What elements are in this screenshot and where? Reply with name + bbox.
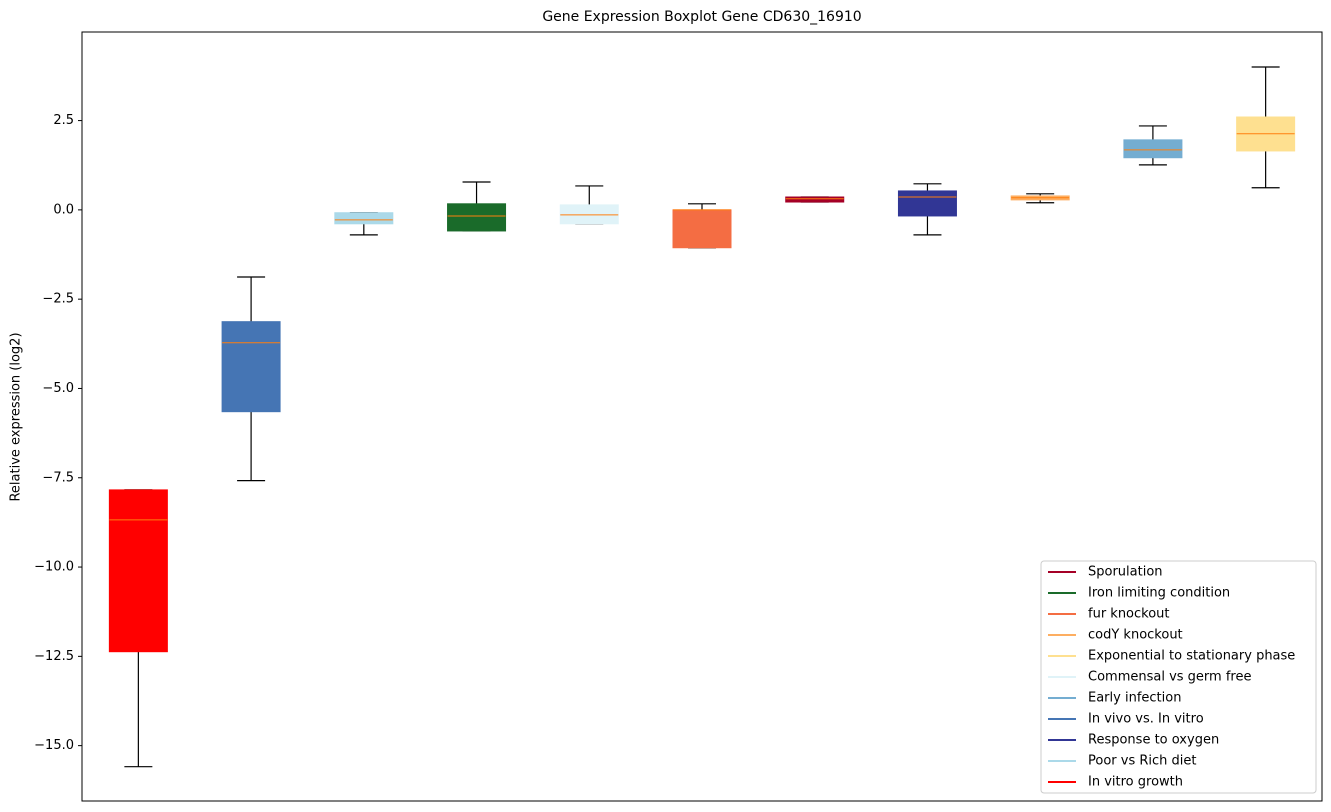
y-tick-label: 0.0: [53, 202, 74, 217]
y-tick-label: −12.5: [34, 649, 74, 664]
y-tick-label: −7.5: [42, 470, 74, 485]
legend-label: Commensal vs germ free: [1088, 670, 1251, 685]
legend-label: Exponential to stationary phase: [1088, 649, 1295, 664]
legend-label: Response to oxygen: [1088, 733, 1219, 748]
box: [447, 203, 507, 232]
y-tick-label: −15.0: [34, 738, 74, 753]
legend-label: Iron limiting condition: [1088, 586, 1230, 601]
y-axis-label: Relative expression (log2): [9, 332, 24, 501]
legend-label: Poor vs Rich diet: [1088, 754, 1196, 769]
box: [897, 190, 957, 217]
y-tick-label: 2.5: [53, 113, 74, 128]
y-tick-label: −10.0: [34, 560, 74, 575]
y-tick-label: −5.0: [42, 381, 74, 396]
box: [672, 209, 732, 249]
y-tick-label: −2.5: [42, 292, 74, 307]
box: [108, 489, 168, 653]
legend-label: In vitro growth: [1088, 775, 1183, 790]
legend-frame: [1040, 560, 1317, 794]
box: [221, 321, 281, 413]
legend-label: codY knockout: [1088, 628, 1183, 643]
legend-label: Early infection: [1088, 691, 1181, 706]
box: [334, 212, 394, 225]
chart-title: Gene Expression Boxplot Gene CD630_16910: [542, 9, 861, 25]
legend-label: In vivo vs. In vitro: [1088, 712, 1204, 727]
legend-label: Sporulation: [1088, 565, 1163, 580]
plot-frame: [81, 31, 1323, 802]
box: [1123, 139, 1183, 159]
legend-label: fur knockout: [1088, 607, 1170, 622]
box: [785, 196, 845, 203]
box: [559, 204, 619, 225]
